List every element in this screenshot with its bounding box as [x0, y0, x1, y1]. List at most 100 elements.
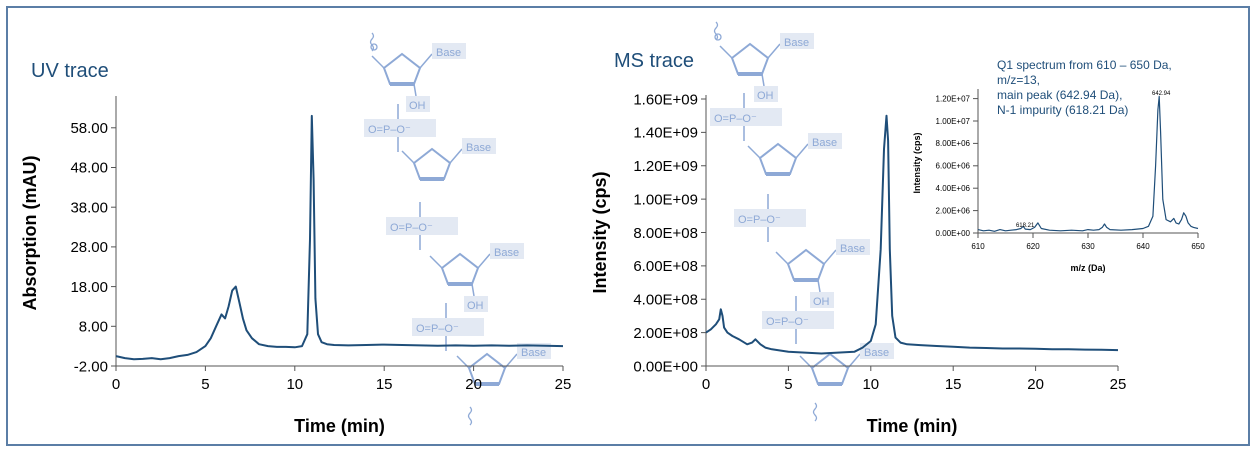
x-tick-label: 25: [555, 376, 572, 393]
y-tick-label: 2.00E+08: [633, 325, 698, 342]
oh-label-box: [810, 292, 834, 308]
data-label: 642.94: [1152, 91, 1171, 97]
base-label: Base: [521, 347, 546, 359]
c5-bond: [775, 251, 789, 265]
oh-bond: [471, 283, 475, 297]
series-line-0: [705, 114, 1119, 355]
sugar-ring-3: Base OH: [429, 243, 524, 312]
phosphate-label-box: [762, 311, 834, 329]
y-tick-label: 1.40E+09: [633, 125, 698, 142]
inset-background: [905, 48, 1240, 280]
phosphate-label-box: [386, 217, 458, 235]
ms-panel-title: MS trace: [614, 50, 695, 72]
x-tick-label: 610: [971, 242, 985, 251]
oh-label-box: [464, 296, 488, 312]
y-axis-title: Intensity (cps): [912, 132, 922, 193]
y-tick-label: 1.20E+07: [936, 94, 971, 103]
y-tick-label: 58.00: [70, 120, 108, 137]
data-label: 618.21: [1016, 223, 1035, 229]
base-bond: [477, 253, 491, 269]
phosphate-label: O=P–O⁻: [390, 222, 433, 234]
c5-bond: [429, 255, 443, 269]
sugar-ring-outline: [382, 52, 422, 85]
y-tick-label: 1.60E+09: [633, 91, 698, 108]
phosphate-group-4: O=P–O⁻: [710, 93, 782, 141]
base-bond: [449, 148, 463, 164]
x-tick-label: 25: [1110, 376, 1127, 393]
sugar-ring-outline: [730, 42, 770, 75]
x-tick-label: 10: [286, 376, 303, 393]
oh-bond: [761, 73, 765, 87]
y-tick-label: 8.00: [79, 319, 108, 336]
base-label-box: [860, 343, 894, 359]
base-bond: [767, 43, 781, 59]
sugar-ring-outline: [412, 147, 452, 180]
sugar-ring-8: Base: [799, 343, 894, 386]
figure-frame: [6, 6, 1250, 446]
base-label-box: [836, 239, 870, 255]
base-bond: [823, 249, 837, 265]
x-tick-label: 630: [1081, 242, 1095, 251]
sugar-ring-outline: [440, 252, 480, 285]
oxygen-atom: [370, 43, 378, 51]
c5-bond: [371, 55, 385, 69]
chart-ms: 0.00E+00 2.00E+08 4.00E+08 6.00E+08 8.00E+08…: [590, 91, 1126, 436]
sugar-ring-2: Base: [401, 138, 496, 181]
y-tick-label: 0.00E+00: [633, 358, 698, 375]
y-tick-label: 4.00E+06: [936, 184, 971, 193]
oh-bond: [413, 83, 417, 97]
base-label: Base: [840, 243, 865, 255]
sugar-ring-outline: [758, 142, 798, 175]
x-tick-label: 20: [1027, 376, 1044, 393]
x-tick-label: 0: [702, 376, 710, 393]
inset-caption-line: m/z=13,: [997, 73, 1040, 87]
phosphate-label: O=P–O⁻: [416, 323, 459, 335]
inset-caption-line: Q1 spectrum from 610 – 650 Da,: [997, 58, 1172, 72]
chart-uv: -2.00 8.00 18.00 28.00 38.00 48.00 58.00 0 5 10 15…: [20, 96, 571, 436]
oh-label-box: [406, 96, 430, 112]
inset-caption-line: main peak (642.94 Da),: [997, 88, 1122, 102]
sugar-ring-outline: [786, 248, 826, 281]
x-tick-label: 10: [862, 376, 879, 393]
y-tick-label: 6.00E+08: [633, 258, 698, 275]
oh-label: OH: [409, 100, 426, 112]
x-tick-label: 0: [112, 376, 120, 393]
base-label-box: [780, 33, 814, 49]
y-tick-label: 6.00E+06: [936, 162, 971, 171]
x-tick-label: 15: [945, 376, 962, 393]
y-tick-label: 8.00E+06: [936, 139, 971, 148]
x-tick-label: 5: [784, 376, 792, 393]
base-label: Base: [494, 247, 519, 259]
phosphate-label: O=P–O⁻: [738, 214, 781, 226]
base-label-box: [808, 133, 842, 149]
x-tick-label: 15: [376, 376, 393, 393]
phosphate-label: O=P–O⁻: [714, 113, 757, 125]
phosphate-label-box: [710, 108, 782, 126]
sugar-ring-6: Base: [747, 133, 842, 176]
sugar-ring-1: Base OH: [371, 43, 466, 112]
c5-bond: [747, 145, 761, 159]
y-axis-title: Intensity (cps): [590, 171, 610, 293]
sugar-ring-5: Base OH: [719, 33, 814, 102]
oh-label: OH: [813, 296, 830, 308]
y-tick-label: 1.20E+09: [633, 158, 698, 175]
x-tick-label: 640: [1136, 242, 1150, 251]
uv-panel-title: UV trace: [31, 60, 109, 82]
y-tick-label: 18.00: [70, 279, 108, 296]
sugar-ring-outline: [467, 352, 507, 385]
y-tick-label: 8.00E+08: [633, 225, 698, 242]
chain-continuation-a: [369, 32, 375, 52]
phosphate-label-box: [734, 209, 806, 227]
phosphate-group-1: O=P–O⁻: [364, 104, 436, 152]
chain-continuation-d: [812, 402, 818, 422]
phosphate-label-box: [364, 119, 436, 137]
oxygen-atom: [714, 33, 722, 41]
chart-inset: 0.00E+00 2.00E+06 4.00E+06 6.00E+06 8.00E+06…: [912, 89, 1205, 273]
series-line-0: [115, 114, 564, 361]
phosphate-group-2: O=P–O⁻: [386, 202, 458, 250]
x-tick-label: 20: [465, 376, 482, 393]
x-tick-label: 5: [201, 376, 209, 393]
oh-label: OH: [757, 90, 774, 102]
